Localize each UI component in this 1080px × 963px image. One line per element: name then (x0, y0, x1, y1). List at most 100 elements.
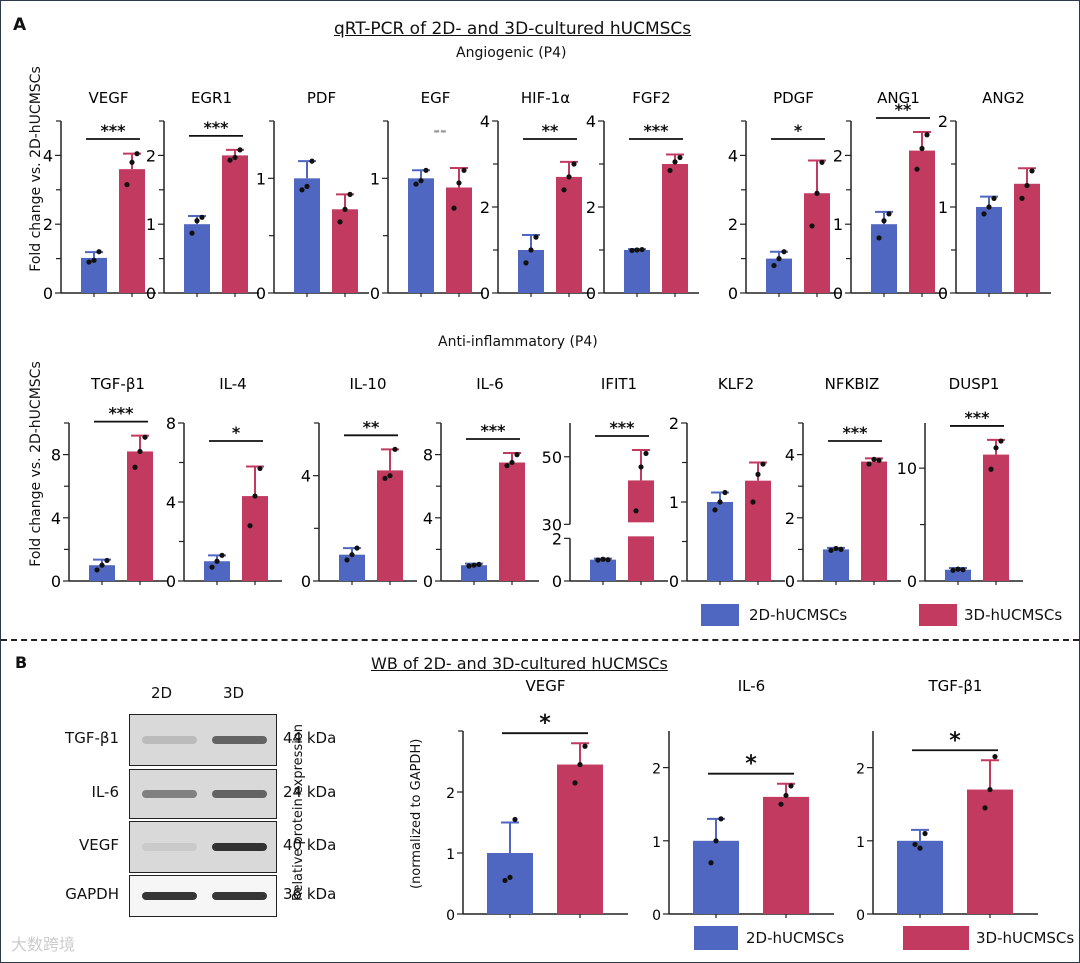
data-point (512, 816, 518, 823)
lane-label-3d: 3D (223, 684, 245, 702)
y-tick-label: 4 (43, 146, 53, 165)
data-point (387, 473, 393, 479)
bar-2d (184, 224, 210, 293)
data-point (257, 465, 263, 472)
data-point (876, 457, 882, 463)
data-point (871, 456, 877, 462)
y-tick-label: 2 (652, 762, 661, 778)
y-tick-label: 0 (856, 908, 865, 924)
data-point (509, 459, 515, 466)
y-tick-label: 2 (43, 215, 53, 234)
band (142, 843, 197, 851)
blot-size: 24 kDa (283, 783, 337, 801)
data-point (129, 159, 135, 165)
significance-label: -- (433, 121, 446, 140)
legend-swatch-2d (701, 604, 739, 626)
y-tick-label: 4 (301, 467, 311, 486)
data-point (778, 801, 784, 807)
data-point (672, 159, 678, 165)
legend-label-2d: 2D-hUCMSCs (749, 606, 848, 624)
y-tick-label: 0 (480, 284, 490, 303)
data-point (304, 183, 310, 189)
bar-2d (518, 250, 544, 293)
bar-2d (823, 549, 849, 581)
bar-2d (81, 257, 107, 293)
bar-2d (294, 178, 320, 293)
data-point (988, 466, 994, 472)
bar-2d (487, 853, 533, 914)
data-point (914, 166, 920, 172)
data-point (950, 567, 956, 573)
data-point (189, 230, 195, 236)
data-point (214, 558, 220, 564)
band (142, 892, 197, 900)
data-point (466, 563, 472, 569)
y-tick-label: 0 (652, 908, 661, 924)
y-tick-label: 0 (146, 284, 156, 303)
data-point (392, 446, 398, 452)
y-tick-label: 4 (728, 146, 738, 165)
data-point (523, 260, 529, 266)
significance-label: *** (480, 421, 506, 440)
data-point (347, 191, 353, 197)
chart-title: HIF-1α (521, 89, 570, 107)
chart-title: VEGF (89, 89, 129, 107)
data-point (134, 151, 140, 157)
band (212, 790, 267, 798)
data-point (572, 780, 578, 786)
data-point (252, 493, 258, 499)
data-point (917, 845, 923, 851)
data-point (600, 556, 606, 562)
data-point (718, 816, 724, 822)
data-point (881, 218, 887, 224)
blot-size: 40 kDa (283, 836, 337, 854)
y-tick-label: 0 (423, 572, 433, 591)
bar-3d (909, 150, 935, 293)
data-point (1024, 182, 1030, 189)
chart-title: FGF2 (632, 89, 670, 107)
chart-title: NFKBIZ (825, 375, 880, 393)
data-point (502, 877, 508, 884)
data-point (514, 452, 520, 458)
bar-3d (1014, 183, 1040, 293)
y-tick-label: 4 (586, 112, 596, 131)
chart-title: PDGF (773, 89, 814, 107)
data-point (507, 874, 513, 881)
data-point (993, 445, 999, 451)
blot-size: 36 kDa (283, 885, 337, 903)
chart-title: EGF (421, 89, 451, 107)
chart-title: EGR1 (191, 89, 232, 107)
data-point (633, 508, 639, 514)
significance-label: *** (108, 404, 134, 423)
data-point (986, 204, 992, 210)
y-tick-label: 2 (480, 198, 490, 217)
data-point (337, 219, 343, 225)
bar-3d (127, 451, 153, 581)
data-point (418, 178, 424, 184)
significance-label: *** (842, 423, 868, 442)
y-tick-label: 0 (552, 572, 562, 591)
bar-2d (707, 502, 733, 581)
data-point (342, 206, 348, 212)
data-point (137, 448, 143, 455)
data-point (981, 211, 987, 217)
data-point (86, 259, 92, 265)
blot-il-6 (129, 769, 277, 819)
data-point (605, 557, 611, 563)
data-point (232, 154, 238, 161)
bar-3d (499, 462, 525, 581)
blot-label: VEGF (79, 836, 119, 854)
bar-2d (624, 250, 650, 293)
data-point (566, 174, 572, 180)
legend-label-2d: 2D-hUCMSCs (746, 929, 845, 947)
y-tick-label: 2 (446, 786, 455, 802)
y-tick-label: 4 (785, 446, 795, 465)
data-point (991, 195, 997, 201)
panel-a-title: qRT-PCR of 2D- and 3D-cultured hUCMSCs (334, 19, 692, 39)
y-tick-label: 0 (938, 284, 948, 303)
data-point (643, 450, 649, 457)
data-point (776, 256, 782, 262)
y-tick-label: 0 (256, 284, 266, 303)
y-tick-label: 2 (785, 509, 795, 528)
